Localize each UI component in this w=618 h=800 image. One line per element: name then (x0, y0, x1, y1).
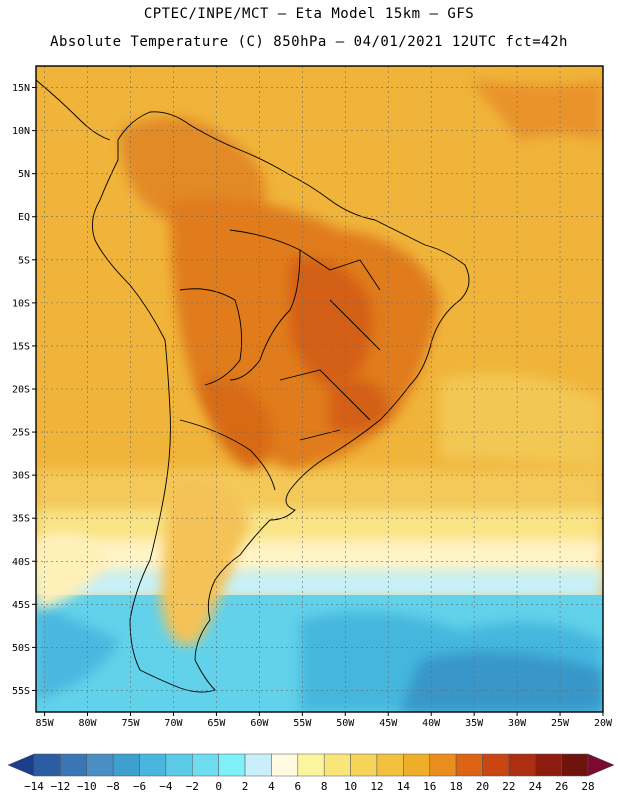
colorbar-swatch (534, 753, 562, 777)
colorbar-swatch (297, 753, 325, 777)
lat-tick-label: 10N (12, 126, 30, 137)
lat-tick-label: 5N (18, 169, 30, 180)
colorbar-swatch (139, 753, 167, 777)
lat-tick-label: 5S (18, 255, 30, 266)
colorbar-swatch (165, 753, 193, 777)
field-pacific-cold (36, 600, 120, 700)
bolivia-border (179, 288, 243, 386)
colorbar-swatch (192, 753, 219, 777)
colorbar-swatch (33, 753, 61, 777)
colorbar-swatch (323, 753, 351, 777)
lon-tick-label: 80W (79, 718, 98, 729)
lon-tick-label: 85W (36, 718, 55, 729)
lon-tick-label: 70W (164, 718, 183, 729)
colorbar-high-arrow (587, 753, 615, 777)
south-america-coast (91, 111, 470, 693)
latitude-labels: 15N 10N 5N EQ 5S 10S 15S 20S 25S 30S 35S 40S 45S 50S 5… (12, 83, 36, 697)
colorbar-label: −6 (133, 780, 146, 793)
coastlines (36, 79, 470, 693)
lat-tick-label: 20S (12, 385, 30, 396)
state-borders (279, 249, 381, 441)
lon-tick-label: 55W (293, 718, 312, 729)
colorbar-swatch (271, 753, 299, 777)
colorbar-swatch (561, 753, 589, 777)
colorbar-swatch (112, 753, 140, 777)
lon-tick-label: 40W (422, 718, 441, 729)
colorbar-swatch (350, 753, 378, 777)
field-patagonia-mild (160, 478, 250, 645)
lat-tick-label: 35S (12, 514, 30, 525)
central-america-coast (36, 79, 111, 141)
lon-tick-label: 30W (508, 718, 527, 729)
lon-tick-label: 65W (207, 718, 226, 729)
colorbar-label: 26 (555, 780, 568, 793)
field-chaco-hot (200, 378, 273, 470)
lat-tick-label: 50S (12, 643, 30, 654)
lat-tick-label: 10S (12, 298, 30, 309)
lon-tick-label: 35W (465, 718, 484, 729)
colorbar-label: 8 (321, 780, 328, 793)
colorbar-label: 6 (294, 780, 301, 793)
lat-tick-label: 40S (12, 557, 30, 568)
map-title: CPTEC/INPE/MCT – Eta Model 15km – GFS (143, 6, 475, 22)
colorbar-label: 12 (370, 780, 383, 793)
field-atlantic-mild (440, 373, 603, 470)
colorbar-label: 0 (215, 780, 222, 793)
colorbar-label: 2 (242, 780, 249, 793)
colorbar-swatch (244, 753, 272, 777)
colorbar: −14 −12 −10 −8 −6 −4 −2 0 2 4 6 8 10 12 14 16 18 20 22 24 26… (7, 753, 615, 793)
lon-tick-label: 20W (594, 718, 613, 729)
colorbar-low-arrow (7, 753, 35, 777)
colorbar-label: −8 (107, 780, 120, 793)
lat-tick-label: 45S (12, 600, 30, 611)
colorbar-label: 4 (268, 780, 275, 793)
colorbar-label: −4 (159, 780, 173, 793)
lat-tick-label: 15S (12, 341, 30, 352)
lat-tick-label: 25S (12, 428, 30, 439)
colorbar-label: −10 (77, 780, 97, 793)
colorbar-label: 14 (397, 780, 411, 793)
colorbar-label: −12 (50, 780, 70, 793)
lon-tick-label: 25W (551, 718, 570, 729)
colorbar-label: 28 (581, 780, 594, 793)
field-brazil-hottest (290, 258, 372, 390)
lon-tick-label: 50W (336, 718, 355, 729)
field-coldest-patch (400, 652, 603, 712)
colorbar-swatch (429, 753, 457, 777)
colorbar-label: 20 (476, 780, 489, 793)
colorbar-label: 22 (502, 780, 515, 793)
colorbar-swatch (403, 753, 430, 777)
field-north-warm (470, 80, 603, 140)
colorbar-label: 10 (344, 780, 357, 793)
colorbar-label: −2 (186, 780, 199, 793)
colorbar-label: 18 (449, 780, 462, 793)
colorbar-label: −14 (24, 780, 44, 793)
lon-tick-label: 60W (250, 718, 269, 729)
lat-tick-label: 15N (12, 83, 30, 94)
colorbar-swatch (482, 753, 510, 777)
colorbar-swatch (86, 753, 114, 777)
map-subtitle: Absolute Temperature (C) 850hPa – 04/01/… (50, 34, 568, 50)
lon-tick-label: 45W (379, 718, 398, 729)
argentina-border (179, 419, 276, 491)
colorbar-swatch (508, 753, 536, 777)
colorbar-label: 24 (529, 780, 543, 793)
colorbar-swatch (376, 753, 404, 777)
longitude-labels: 85W 80W 75W 70W 65W 60W 55W 50W 45W 40W 35W 30W 25W 2… (36, 712, 613, 729)
colorbar-swatch (218, 753, 246, 777)
brazil-border (229, 229, 301, 381)
colorbar-label: 16 (423, 780, 436, 793)
lat-tick-label: 55S (12, 686, 30, 697)
lat-tick-label: 30S (12, 471, 30, 482)
field-pacific-cream (36, 533, 110, 610)
colorbar-swatch (455, 753, 483, 777)
lat-tick-label: EQ (18, 212, 30, 223)
colorbar-swatch (60, 753, 88, 777)
lon-tick-label: 75W (121, 718, 140, 729)
